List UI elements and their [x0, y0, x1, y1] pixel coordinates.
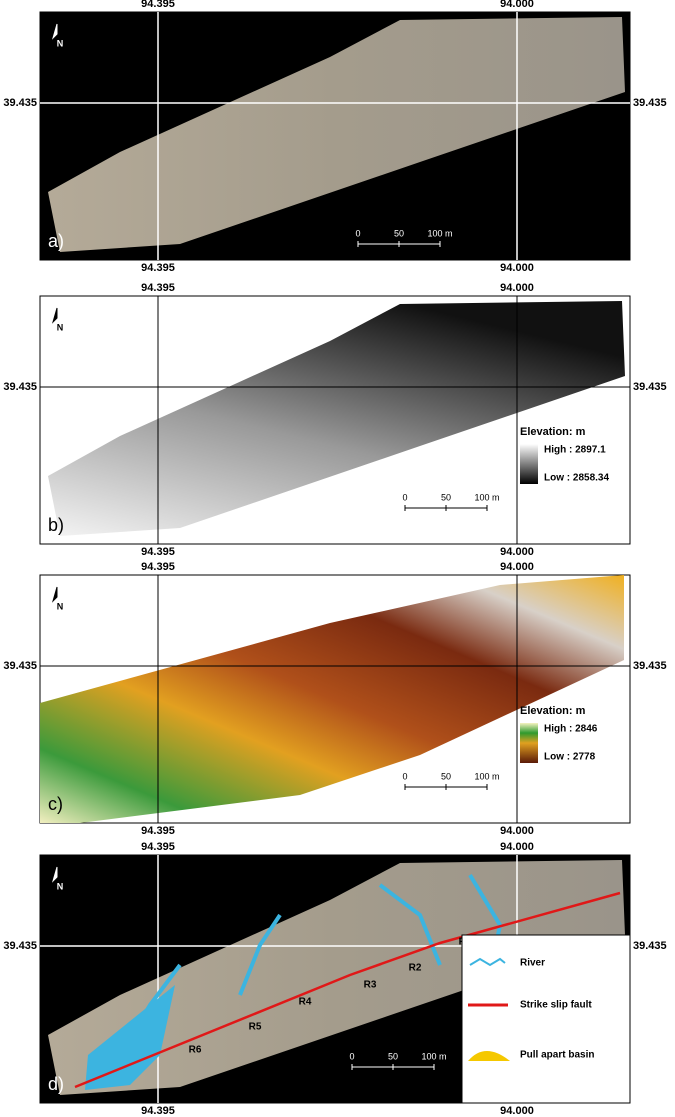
terrain-image — [40, 575, 624, 823]
legend-basin — [468, 1051, 510, 1061]
north-label: N — [57, 322, 64, 332]
legend-high: High : 2846 — [544, 724, 598, 735]
longitude-label: 94.395 — [141, 0, 175, 10]
north-arrow — [51, 866, 58, 883]
panel-label: b) — [48, 515, 64, 535]
scale-label: 100 m — [474, 771, 499, 781]
scale-label: 0 — [402, 492, 407, 502]
latitude-label: 39.435 — [3, 381, 37, 393]
scale-label: 0 — [349, 1051, 354, 1061]
longitude-label: 94.395 — [141, 262, 175, 274]
north-label: N — [57, 601, 64, 611]
scale-label: 50 — [441, 771, 451, 781]
fault-line — [74, 891, 621, 1089]
longitude-label: 94.000 — [500, 546, 534, 558]
longitude-label: 94.395 — [141, 1105, 175, 1117]
panel-label: d) — [48, 1074, 64, 1094]
fault-segment-label: R6 — [189, 1045, 202, 1056]
longitude-label: 94.000 — [500, 0, 534, 10]
latitude-label: 39.435 — [633, 97, 667, 109]
latitude-label: 39.435 — [633, 660, 667, 672]
north-arrow — [51, 307, 58, 324]
latitude-label: 39.435 — [633, 940, 667, 952]
latitude-label: 39.435 — [3, 940, 37, 952]
scale-label: 50 — [388, 1051, 398, 1061]
latitude-label: 39.435 — [3, 660, 37, 672]
latitude-label: 39.435 — [3, 97, 37, 109]
legend-high: High : 2897.1 — [544, 445, 606, 456]
scale-label: 0 — [355, 228, 360, 238]
longitude-label: 94.395 — [141, 841, 175, 853]
longitude-label: 94.000 — [500, 561, 534, 573]
legend-title: Elevation: m — [520, 426, 586, 438]
fault-segment-label: R3 — [364, 980, 377, 991]
legend-box — [461, 934, 631, 1104]
legend-ramp — [520, 444, 538, 484]
panel-label: a) — [48, 231, 64, 251]
longitude-label: 94.000 — [500, 282, 534, 294]
longitude-label: 94.395 — [141, 282, 175, 294]
river-area — [85, 985, 175, 1090]
north-label: N — [57, 881, 64, 891]
legend-river — [469, 957, 506, 967]
longitude-label: 94.000 — [500, 825, 534, 837]
terrain-image — [48, 301, 625, 536]
latitude-label: 39.435 — [633, 381, 667, 393]
scale-label: 100 m — [474, 492, 499, 502]
longitude-label: 94.395 — [141, 825, 175, 837]
longitude-label: 94.000 — [500, 841, 534, 853]
scale-label: 100 m — [421, 1051, 446, 1061]
legend-label: Strike slip fault — [520, 1000, 592, 1011]
longitude-label: 94.395 — [141, 546, 175, 558]
scale-label: 100 m — [427, 228, 452, 238]
river — [378, 883, 442, 966]
scale-label: 50 — [394, 228, 404, 238]
terrain-image — [48, 17, 625, 252]
legend-label: River — [520, 958, 545, 969]
longitude-label: 94.000 — [500, 262, 534, 274]
legend-label: Pull apart basin — [520, 1050, 594, 1061]
scale-label: 0 — [402, 771, 407, 781]
legend-low: Low : 2858.34 — [544, 473, 609, 484]
legend-title: Elevation: m — [520, 705, 586, 717]
panel-label: c) — [48, 794, 63, 814]
longitude-label: 94.395 — [141, 561, 175, 573]
north-arrow — [51, 586, 58, 603]
legend-low: Low : 2778 — [544, 752, 596, 763]
north-arrow — [51, 23, 58, 40]
river — [238, 913, 282, 996]
legend-ramp — [520, 723, 538, 763]
terrain-image — [48, 860, 625, 1095]
longitude-label: 94.000 — [500, 1105, 534, 1117]
north-label: N — [57, 38, 64, 48]
fault-segment-label: R4 — [299, 997, 312, 1008]
scale-label: 50 — [441, 492, 451, 502]
fault-segment-label: R2 — [409, 963, 422, 974]
fault-segment-label: R5 — [249, 1022, 262, 1033]
